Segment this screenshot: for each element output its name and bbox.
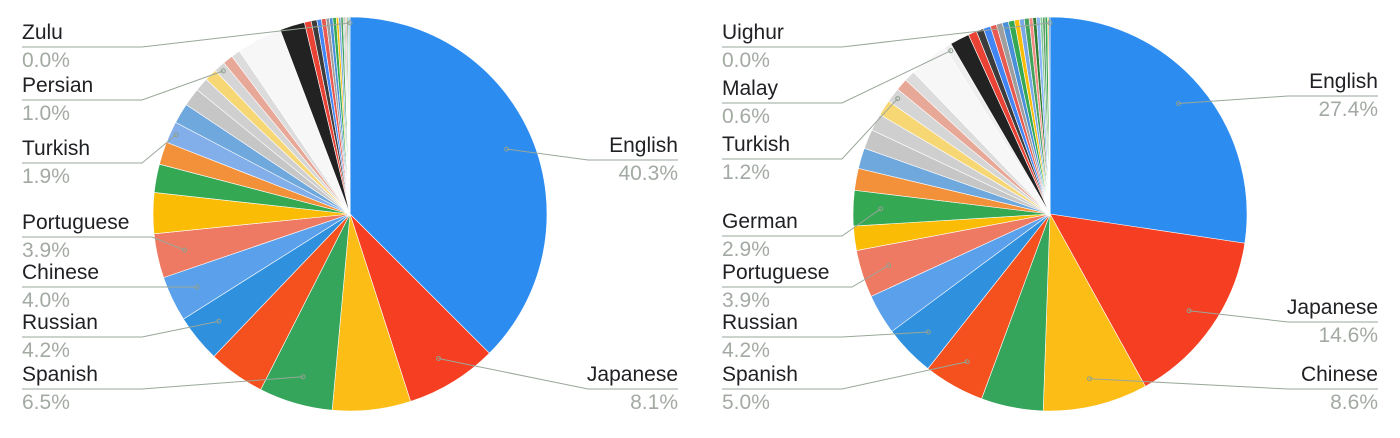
left-label-spanish-pct: 6.5% bbox=[22, 391, 70, 414]
left-leader-line-zulu bbox=[22, 22, 351, 48]
right-label-japanese-name: Japanese bbox=[1287, 296, 1378, 319]
right-leader-line-english bbox=[1178, 95, 1378, 104]
left-label-chinese-pct: 4.0% bbox=[22, 289, 70, 312]
left-pie-chart: Zulu 0.0%Persian 1.0% Turkish 1.9% Portuguese… bbox=[22, 16, 678, 414]
left-pie-labels: Zulu 0.0%Persian 1.0% Turkish 1.9% Portuguese… bbox=[22, 21, 678, 414]
right-pie-labels: Uighur 0.0% Malay 0.6% Turkish 1.2% German 2.9%… bbox=[722, 21, 1378, 414]
right-leader-line-russian bbox=[722, 331, 929, 338]
right-label-uighur-name: Uighur bbox=[722, 21, 784, 44]
right-leader-dot-chinese bbox=[1087, 376, 1092, 382]
right-label-portuguese-name: Portuguese bbox=[722, 261, 829, 284]
right-label-malay-pct: 0.6% bbox=[722, 105, 770, 128]
right-label-turkish-name: Turkish bbox=[722, 133, 790, 156]
left-leader-dot-chinese bbox=[194, 284, 200, 290]
right-slice-other-38 bbox=[1048, 16, 1051, 215]
left-label-zulu-name: Zulu bbox=[22, 21, 63, 44]
left-leader-line-portuguese bbox=[22, 236, 185, 251]
right-leader-dot-english bbox=[1175, 101, 1181, 106]
right-label-german-pct: 2.9% bbox=[722, 238, 770, 261]
right-slice-japanese bbox=[1049, 213, 1246, 387]
right-pie-slices bbox=[852, 16, 1248, 412]
left-slice-other-36 bbox=[348, 16, 351, 215]
left-label-japanese-name: Japanese bbox=[587, 363, 678, 386]
right-pie-chart: Uighur 0.0% Malay 0.6% Turkish 1.2% German 2.9%… bbox=[722, 16, 1378, 414]
right-slice-chinese bbox=[1042, 213, 1146, 412]
right-label-chinese-name: Chinese bbox=[1301, 363, 1378, 386]
right-leader-dot-spanish bbox=[964, 359, 970, 365]
left-label-english-name: English bbox=[609, 134, 678, 157]
left-label-chinese-name: Chinese bbox=[22, 261, 99, 284]
left-slice-english bbox=[349, 16, 548, 354]
left-leader-dot-japanese bbox=[436, 356, 441, 361]
right-leader-dot-malay bbox=[948, 48, 954, 54]
right-leader-line-turkish bbox=[722, 98, 899, 160]
right-label-russian-pct: 4.2% bbox=[722, 339, 770, 362]
right-leader-line-portuguese bbox=[722, 265, 889, 288]
left-label-spanish-name: Spanish bbox=[22, 363, 98, 386]
left-leader-line-turkish bbox=[22, 134, 177, 164]
left-leader-line-spanish bbox=[22, 376, 304, 390]
right-label-german-name: German bbox=[722, 210, 798, 233]
left-leader-dot-english bbox=[504, 146, 509, 152]
left-leader-line-persian bbox=[22, 70, 224, 101]
left-leader-dot-zulu bbox=[347, 20, 353, 26]
left-label-russian-pct: 4.2% bbox=[22, 339, 70, 362]
left-label-portuguese-name: Portuguese bbox=[22, 211, 129, 234]
right-leader-dot-turkish bbox=[895, 96, 901, 102]
right-pie-leader-lines bbox=[722, 20, 1378, 390]
right-label-turkish-pct: 1.2% bbox=[722, 161, 770, 184]
right-leader-line-chinese bbox=[1089, 378, 1378, 390]
right-leader-dot-japanese bbox=[1186, 308, 1192, 314]
left-leader-dot-persian bbox=[220, 68, 226, 74]
right-label-russian-name: Russian bbox=[722, 311, 798, 334]
right-slice-english bbox=[1049, 16, 1248, 244]
left-label-turkish-pct: 1.9% bbox=[22, 165, 70, 188]
right-leader-dot-german bbox=[878, 206, 884, 212]
left-pie-slices bbox=[152, 16, 548, 412]
left-pie-leader-lines bbox=[22, 20, 678, 390]
right-label-english-name: English bbox=[1309, 70, 1378, 93]
right-leader-line-malay bbox=[722, 50, 952, 104]
right-label-japanese-pct: 14.6% bbox=[1318, 324, 1378, 347]
right-label-uighur-pct: 0.0% bbox=[722, 49, 770, 72]
left-leader-dot-russian bbox=[216, 318, 222, 324]
left-leader-dot-portuguese bbox=[182, 247, 187, 253]
left-label-portuguese-pct: 3.9% bbox=[22, 239, 70, 262]
left-label-japanese-pct: 8.1% bbox=[630, 391, 678, 414]
right-leader-line-uighur bbox=[722, 22, 1051, 48]
right-leader-line-german bbox=[722, 208, 881, 237]
right-label-spanish-pct: 5.0% bbox=[722, 391, 770, 414]
right-leader-line-japanese bbox=[1189, 310, 1378, 323]
right-label-english-pct: 27.4% bbox=[1318, 98, 1378, 121]
left-label-zulu-pct: 0.0% bbox=[22, 49, 70, 72]
left-leader-line-english bbox=[506, 148, 678, 161]
right-label-chinese-pct: 8.6% bbox=[1330, 391, 1378, 414]
right-label-portuguese-pct: 3.9% bbox=[722, 289, 770, 312]
left-label-russian-name: Russian bbox=[22, 311, 98, 334]
left-leader-line-russian bbox=[22, 320, 219, 338]
left-label-persian-pct: 1.0% bbox=[22, 102, 70, 125]
right-label-spanish-name: Spanish bbox=[722, 363, 798, 386]
right-label-malay-name: Malay bbox=[722, 77, 779, 100]
right-leader-dot-portuguese bbox=[886, 263, 892, 268]
left-label-english-pct: 40.3% bbox=[618, 162, 678, 185]
left-leader-dot-turkish bbox=[173, 132, 179, 138]
left-leader-dot-spanish bbox=[300, 374, 306, 380]
left-label-turkish-name: Turkish bbox=[22, 137, 90, 160]
right-leader-dot-uighur bbox=[1047, 20, 1053, 26]
right-leader-dot-russian bbox=[925, 329, 931, 335]
left-leader-line-japanese bbox=[438, 358, 678, 390]
left-label-persian-name: Persian bbox=[22, 74, 93, 97]
right-leader-line-spanish bbox=[722, 361, 968, 390]
